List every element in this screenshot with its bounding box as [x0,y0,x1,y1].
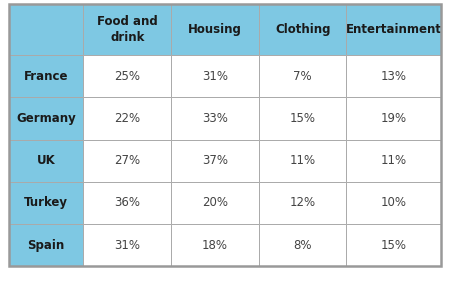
Text: 15%: 15% [290,112,316,125]
Bar [346,140,441,182]
Bar [346,97,441,140]
Text: 31%: 31% [114,239,140,252]
Bar [171,4,259,55]
Text: 8%: 8% [293,239,312,252]
Bar [259,4,346,55]
Bar [83,97,171,140]
Bar [9,4,83,55]
Bar [83,182,171,224]
Text: Entertainment: Entertainment [346,23,442,36]
Bar [259,224,346,266]
Text: 13%: 13% [381,70,407,83]
Text: 36%: 36% [114,196,140,210]
Text: Clothing: Clothing [275,23,330,36]
Bar [83,140,171,182]
Text: Germany: Germany [16,112,76,125]
Bar [171,182,259,224]
Text: 11%: 11% [381,154,407,167]
Bar [259,182,346,224]
Text: UK: UK [36,154,55,167]
Text: 37%: 37% [202,154,228,167]
Text: 25%: 25% [114,70,140,83]
Bar [171,97,259,140]
Bar [9,140,83,182]
Bar [9,224,83,266]
Text: 18%: 18% [202,239,228,252]
Text: 20%: 20% [202,196,228,210]
Text: 19%: 19% [381,112,407,125]
Text: Housing: Housing [188,23,242,36]
Text: 27%: 27% [114,154,140,167]
Text: 22%: 22% [114,112,140,125]
Bar [259,97,346,140]
Text: 31%: 31% [202,70,228,83]
Bar [259,140,346,182]
Bar [259,55,346,97]
Bar [9,4,441,266]
Bar [171,140,259,182]
Bar [9,97,83,140]
Bar [83,4,171,55]
Bar [171,55,259,97]
Bar [171,224,259,266]
Bar [346,182,441,224]
Text: Spain: Spain [27,239,64,252]
Text: 7%: 7% [293,70,312,83]
Text: 12%: 12% [290,196,316,210]
Text: France: France [24,70,68,83]
Text: 10%: 10% [381,196,407,210]
Bar [346,4,441,55]
Text: 15%: 15% [381,239,407,252]
Bar [346,224,441,266]
Text: 33%: 33% [202,112,228,125]
Text: Food and
drink: Food and drink [97,15,158,44]
Text: 11%: 11% [290,154,316,167]
Bar [83,55,171,97]
Bar [9,55,83,97]
Bar [9,182,83,224]
Bar [83,224,171,266]
Bar [346,55,441,97]
Text: Turkey: Turkey [24,196,68,210]
